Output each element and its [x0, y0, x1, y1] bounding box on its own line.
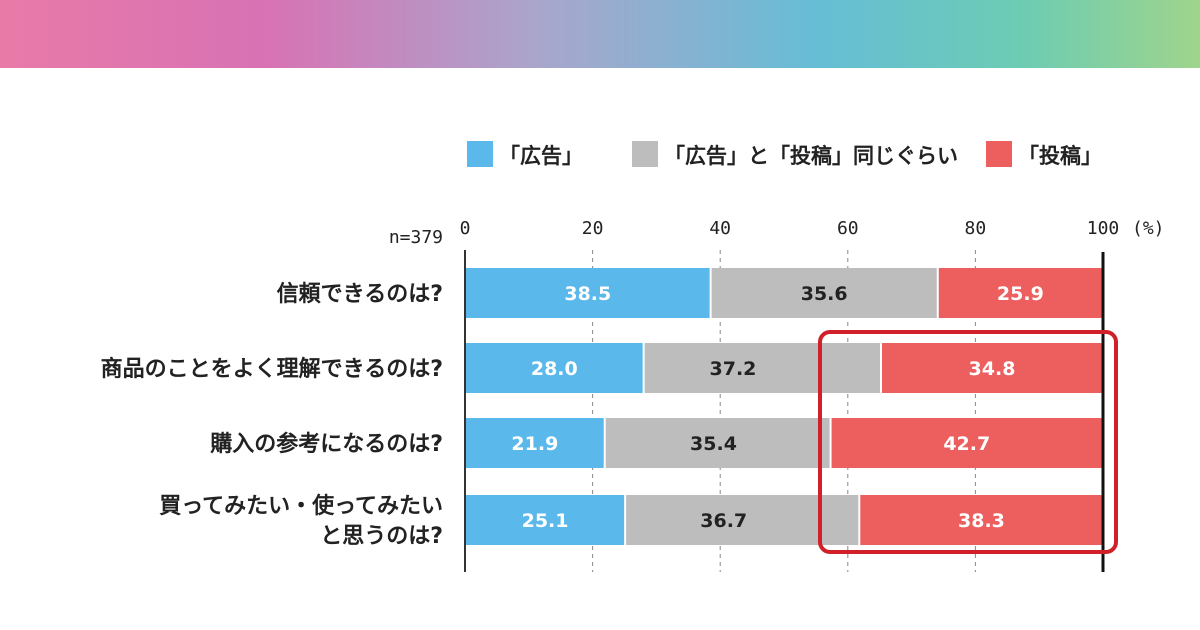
legend-label-2: 「投稿」: [1018, 144, 1102, 168]
x-axis-ticks: 0 20 40 60 80 100: [460, 218, 1120, 239]
x-tick-label-100: 100: [1087, 218, 1120, 239]
value-label-row2-series2: 42.7: [943, 433, 990, 455]
value-label-row1-series2: 34.8: [969, 358, 1016, 380]
value-label-row0-series1: 35.6: [801, 283, 848, 305]
x-tick-label-60: 60: [837, 218, 859, 239]
category-label-3-0: 買ってみたい・使ってみたい: [159, 494, 443, 519]
value-label-row1-series1: 37.2: [710, 358, 757, 380]
legend-swatch-0: [467, 141, 493, 167]
bar-row0-series0: [465, 268, 711, 318]
value-label-row1-series0: 28.0: [531, 358, 578, 380]
bar-row3-series0: [465, 495, 626, 545]
unit-label: (%): [1132, 218, 1165, 239]
legend-label-0: 「広告」: [499, 144, 583, 168]
value-label-row2-series0: 21.9: [511, 433, 558, 455]
bars: 38.5 35.6 25.9 28.0 37.2 34.8 21.9 35.4 42.7 25.1…: [465, 268, 1104, 545]
legend-label-1: 「広告」と「投稿」同じぐらい: [664, 144, 958, 168]
x-tick-label-20: 20: [582, 218, 604, 239]
highlight-rectangle: [818, 330, 1118, 554]
value-label-row0-series0: 38.5: [564, 283, 611, 305]
value-label-row0-series2: 25.9: [997, 283, 1044, 305]
axis-lines: [464, 250, 1105, 572]
bar-row2-series2: [830, 418, 1103, 468]
grid-lines: [592, 250, 976, 572]
legend: 「広告」 「広告」と「投稿」同じぐらい 「投稿」: [467, 141, 1102, 168]
legend-swatch-2: [986, 141, 1012, 167]
header-gradient-band: [0, 0, 1200, 68]
category-labels: 信頼できるのは? 商品のことをよく理解できるのは? 購入の参考になるのは? 買ってみた…: [101, 281, 443, 549]
category-label-2-0: 購入の参考になるのは?: [210, 431, 443, 457]
x-tick-label-0: 0: [460, 218, 471, 239]
bar-row0-series1: [710, 268, 938, 318]
value-label-row3-series1: 36.7: [700, 510, 747, 532]
value-label-row3-series2: 38.3: [958, 510, 1005, 532]
highlight-box: [818, 330, 1118, 554]
category-label-1-0: 商品のことをよく理解できるのは?: [101, 356, 443, 382]
bar-row1-series2: [880, 343, 1103, 393]
bar-row0-series2: [937, 268, 1103, 318]
value-label-row3-series0: 25.1: [522, 510, 569, 532]
x-tick-label-40: 40: [709, 218, 731, 239]
category-label-3-1: と思うのは?: [320, 524, 443, 549]
bar-row2-series1: [604, 418, 831, 468]
bar-row2-series0: [465, 418, 605, 468]
category-label-0-0: 信頼できるのは?: [277, 281, 443, 307]
bar-row3-series2: [859, 495, 1104, 545]
bar-row1-series0: [465, 343, 644, 393]
sample-size-label: n=379: [389, 227, 443, 248]
x-tick-label-80: 80: [965, 218, 987, 239]
legend-swatch-1: [632, 141, 658, 167]
value-label-row2-series1: 35.4: [690, 433, 737, 455]
bar-row1-series1: [643, 343, 881, 393]
